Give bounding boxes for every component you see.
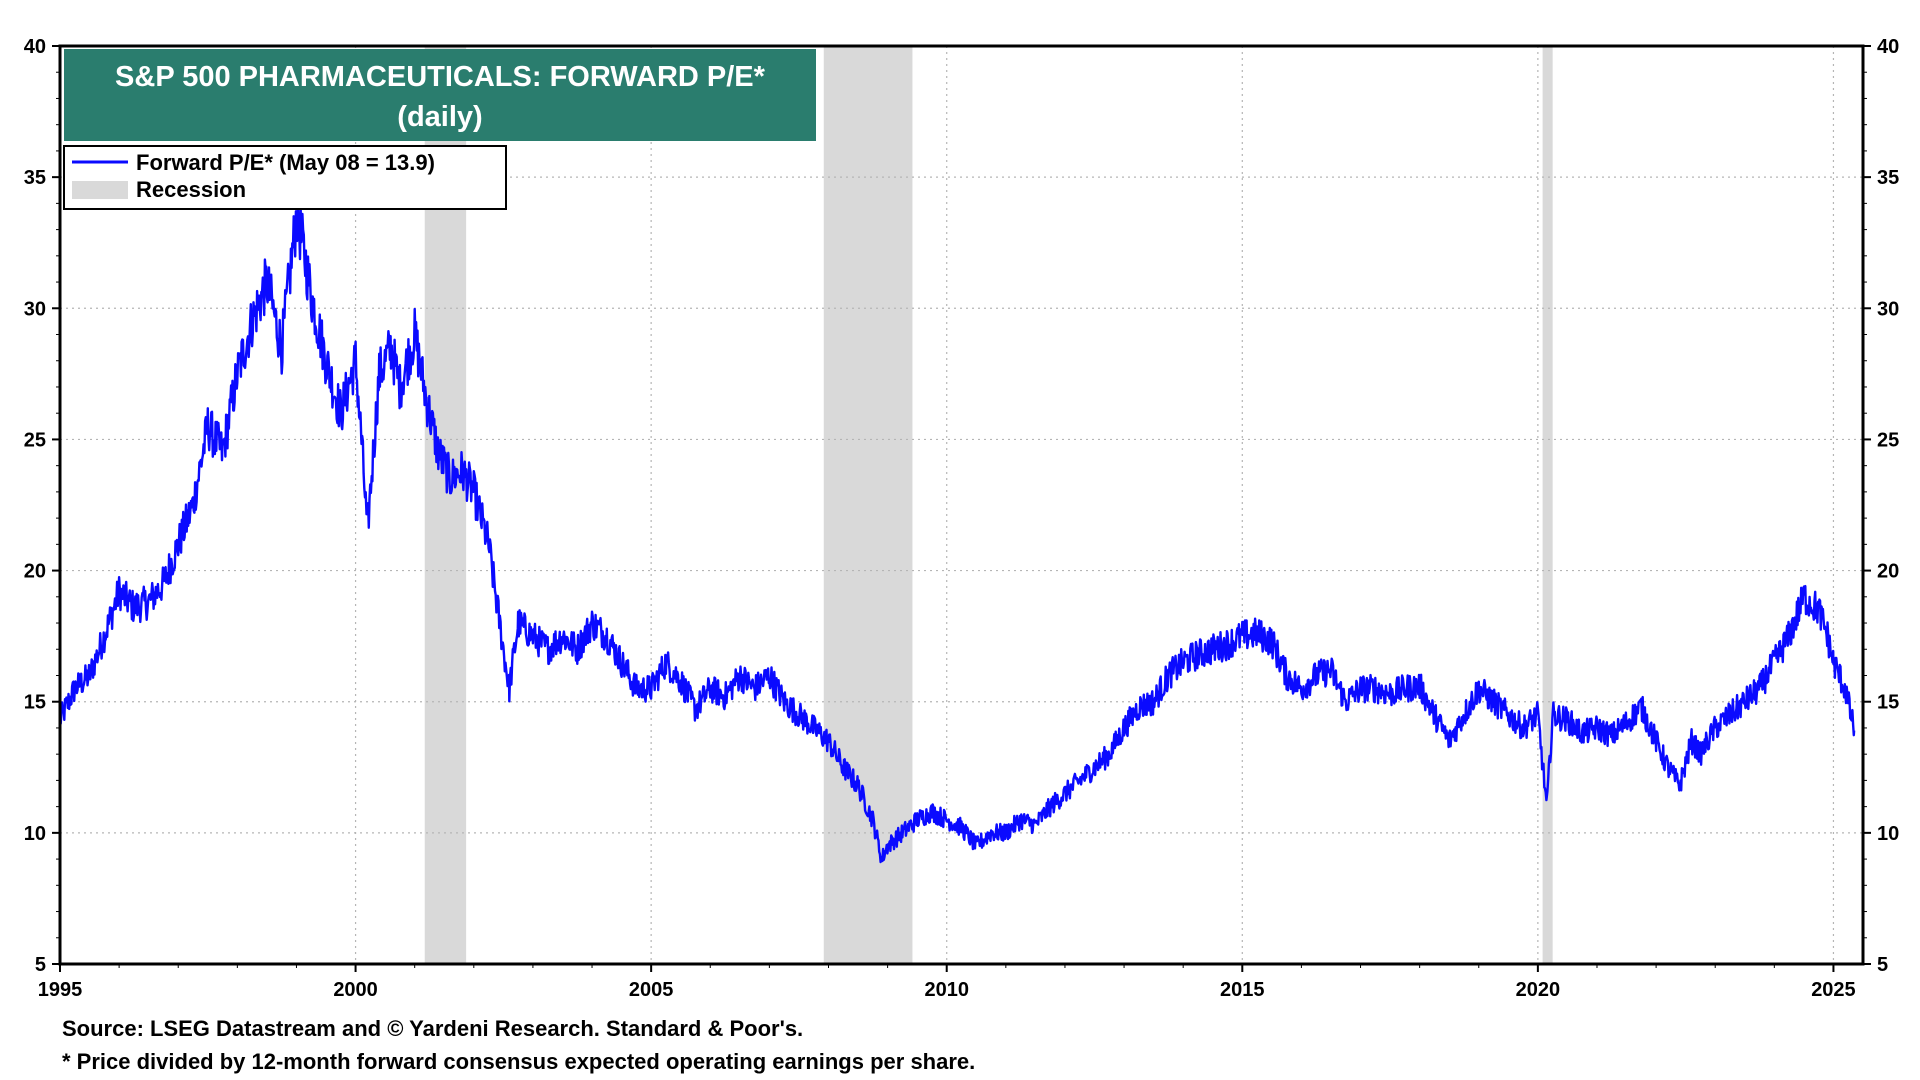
x-tick-2020: 2020 <box>1516 979 1561 1001</box>
y-tick-right-40: 40 <box>1877 36 1899 58</box>
y-tick-right-5: 5 <box>1877 954 1888 976</box>
source-note: Source: LSEG Datastream and © Yardeni Re… <box>62 1016 804 1041</box>
series-lines <box>58 191 1856 864</box>
y-tick-right-30: 30 <box>1877 298 1899 320</box>
y-tick-left-15: 15 <box>24 692 46 714</box>
y-tick-left-25: 25 <box>24 429 46 451</box>
recession-bands <box>424 46 1553 964</box>
x-tick-2005: 2005 <box>629 979 674 1001</box>
footnote: * Price divided by 12-month forward cons… <box>62 1049 976 1074</box>
y-tick-right-20: 20 <box>1877 561 1899 583</box>
y-tick-left-40: 40 <box>24 36 46 58</box>
legend-label-recession: Recession <box>136 177 246 202</box>
y-tick-right-15: 15 <box>1877 692 1899 714</box>
y-tick-left-10: 10 <box>24 823 46 845</box>
recession-band-2 <box>823 46 913 964</box>
y-tick-left-30: 30 <box>24 298 46 320</box>
legend: Forward P/E* (May 08 = 13.9) Recession <box>63 145 507 210</box>
title-box: S&P 500 PHARMACEUTICALS: FORWARD P/E* (d… <box>64 49 816 141</box>
legend-label-forward-pe: Forward P/E* (May 08 = 13.9) <box>136 150 435 175</box>
y-tick-left-5: 5 <box>35 954 46 976</box>
title-background <box>64 49 816 141</box>
y-tick-left-20: 20 <box>24 561 46 583</box>
chart-title: S&P 500 PHARMACEUTICALS: FORWARD P/E* <box>115 61 766 93</box>
legend-box <box>63 145 507 210</box>
legend-recession-swatch <box>72 181 128 199</box>
x-tick-2015: 2015 <box>1220 979 1265 1001</box>
y-tick-right-35: 35 <box>1877 167 1899 189</box>
recession-band-3 <box>1542 46 1553 964</box>
plot-frame <box>58 44 1865 966</box>
x-tick-2010: 2010 <box>924 979 969 1001</box>
y-tick-left-35: 35 <box>24 167 46 189</box>
y-tick-right-25: 25 <box>1877 429 1899 451</box>
x-tick-1995: 1995 <box>38 979 83 1001</box>
x-tick-2025: 2025 <box>1811 979 1856 1001</box>
y-tick-right-10: 10 <box>1877 823 1899 845</box>
chart-subtitle: (daily) <box>397 101 482 133</box>
series-line-forward-pe <box>58 191 1856 864</box>
x-tick-2000: 2000 <box>333 979 378 1001</box>
